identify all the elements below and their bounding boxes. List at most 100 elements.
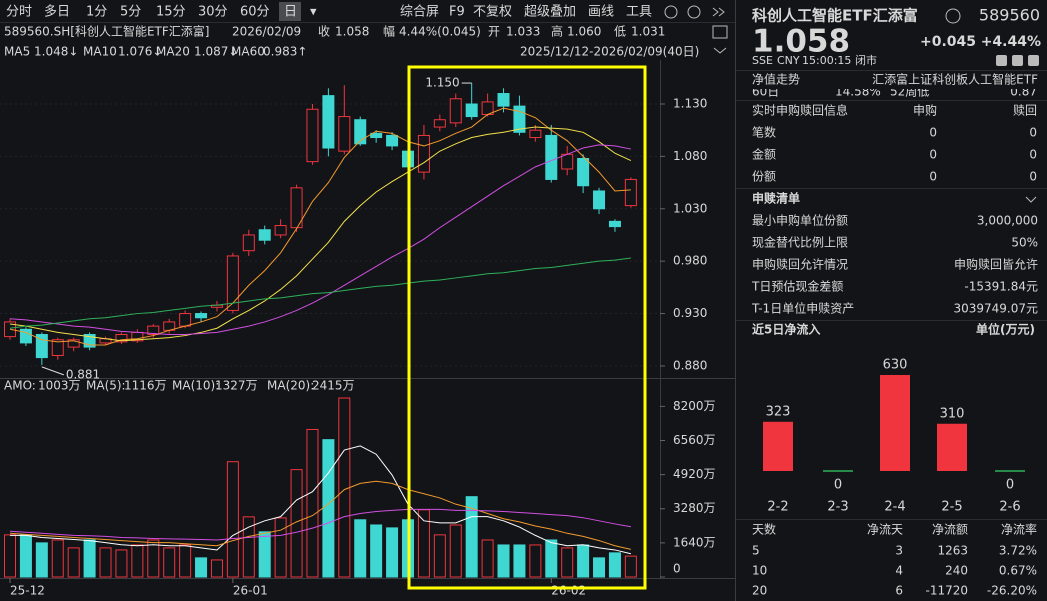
volume-bar <box>449 524 462 578</box>
tool-button[interactable]: 工具 <box>626 5 652 20</box>
tool-button[interactable]: 不复权 <box>473 4 512 20</box>
quote-field: 1.033 <box>506 25 540 39</box>
candle-body <box>258 229 271 241</box>
row-label: 现金替代比例上限 <box>752 235 848 250</box>
volume-bar <box>624 555 637 578</box>
range-label: 2025/12/12-2026/02/09(40日) <box>520 45 699 59</box>
quote-field: 589560.SH[科创人工智能ETF汇添富] <box>4 24 209 39</box>
volume-bar <box>465 496 478 578</box>
y-tick-label: 6560万 <box>673 433 716 447</box>
candle-body <box>35 334 48 359</box>
chevron-icon[interactable] <box>1025 196 1037 203</box>
candle-body <box>433 119 446 128</box>
value-label: 630 <box>883 358 908 373</box>
candle-body <box>51 339 64 356</box>
x-tick-label: 25-12 <box>10 584 45 598</box>
search-icon[interactable] <box>687 5 701 19</box>
collapse-icon[interactable] <box>713 47 727 54</box>
cell: 20 <box>752 584 767 598</box>
edit-icon[interactable] <box>996 55 1007 66</box>
share-icon[interactable] <box>1012 55 1023 66</box>
row-label: T日预估现金差额 <box>751 279 843 294</box>
active-tab-bg <box>279 2 301 21</box>
candle-body <box>290 187 303 229</box>
legend-name: MA5 <box>4 45 30 59</box>
volume-bar <box>4 534 16 578</box>
volume-bar <box>274 517 287 578</box>
info-icon[interactable] <box>945 8 961 24</box>
volume-bar <box>354 519 367 578</box>
volume-bar <box>35 542 48 578</box>
x-tick-label: 26-01 <box>233 584 268 598</box>
tab[interactable]: ▾ <box>310 5 317 20</box>
volume-bar <box>242 516 255 578</box>
candle-body <box>354 119 367 145</box>
candle-body <box>577 157 590 187</box>
candle-body <box>513 105 526 133</box>
wp-icon[interactable] <box>712 25 728 39</box>
cell: 3 <box>895 544 903 558</box>
volume-bar <box>386 527 399 578</box>
tool-button[interactable]: 综合屏 <box>400 5 439 20</box>
tab[interactable]: 多日 <box>44 4 70 20</box>
row-value: -15391.84元 <box>964 280 1038 294</box>
fund-code: 589560 <box>979 6 1040 25</box>
value-label: 310 <box>940 406 965 421</box>
column-header: 申购 <box>913 103 937 118</box>
x-tick-label: 26-02 <box>551 584 586 598</box>
quote-field: 1.060 <box>567 25 601 39</box>
legend-name: MA60 <box>231 45 265 59</box>
tool-button[interactable]: 超级叠加 <box>524 5 576 20</box>
tool-button[interactable]: 画线 <box>588 5 614 20</box>
volume-bar <box>147 539 160 578</box>
legend-name: MA(20): <box>267 379 314 393</box>
column-header: 净流额 <box>932 523 968 537</box>
cell: 6 <box>895 584 903 598</box>
tool-button[interactable]: F9 <box>449 5 465 20</box>
tab[interactable]: 分时 <box>6 5 32 20</box>
nav-label[interactable]: 净值走势 <box>752 72 800 87</box>
tab[interactable]: 日 <box>284 5 297 20</box>
candle-body <box>67 339 80 348</box>
candle-body <box>465 103 478 118</box>
quote-field: 1.058 <box>335 25 369 39</box>
candle-body <box>274 225 287 236</box>
volume-bar <box>67 547 80 578</box>
y-tick-label: 0.930 <box>673 306 707 320</box>
y-tick-label: 0.880 <box>673 358 707 372</box>
tab[interactable]: 30分 <box>198 5 228 20</box>
side-icons[interactable] <box>945 8 1039 203</box>
legend-name: MA(5): <box>86 379 126 393</box>
tab[interactable]: 1分 <box>86 5 107 20</box>
legend-value: 1.087↓ <box>194 45 238 59</box>
candle-body <box>545 134 558 180</box>
alert-icon[interactable] <box>1028 55 1039 66</box>
bar <box>937 423 967 471</box>
ma-line <box>9 107 631 346</box>
y-tick-label: 4920万 <box>673 467 716 481</box>
candle-body <box>338 116 351 152</box>
settings-icon[interactable] <box>664 5 678 19</box>
volume-bar <box>83 539 96 578</box>
candle-body <box>19 328 32 344</box>
volume-bar <box>417 509 430 578</box>
row-label: T-1日单位申赎资产 <box>751 301 854 316</box>
nav-name: 汇添富上证科创板人工智能ETF <box>872 72 1038 87</box>
ma-line <box>9 126 632 342</box>
candle-body <box>624 178 637 207</box>
value-label: 323 <box>766 404 791 419</box>
legend-value: 1327万 <box>215 379 258 393</box>
cell: 0 <box>1029 126 1037 140</box>
section-title: 近5日净流入 <box>752 322 820 337</box>
tab[interactable]: 15分 <box>156 5 186 20</box>
x-tick-label: 2-6 <box>999 500 1020 515</box>
candle-body <box>529 129 542 139</box>
unit-label: 单位(万元) <box>976 322 1035 337</box>
tab[interactable]: 5分 <box>120 5 141 20</box>
expand-icon[interactable] <box>712 7 725 17</box>
tab[interactable]: 60分 <box>240 5 270 20</box>
fund-title: 科创人工智能ETF汇添富 <box>752 7 918 25</box>
toolbar-icons[interactable] <box>664 5 728 54</box>
cell: -11720 <box>925 584 968 598</box>
